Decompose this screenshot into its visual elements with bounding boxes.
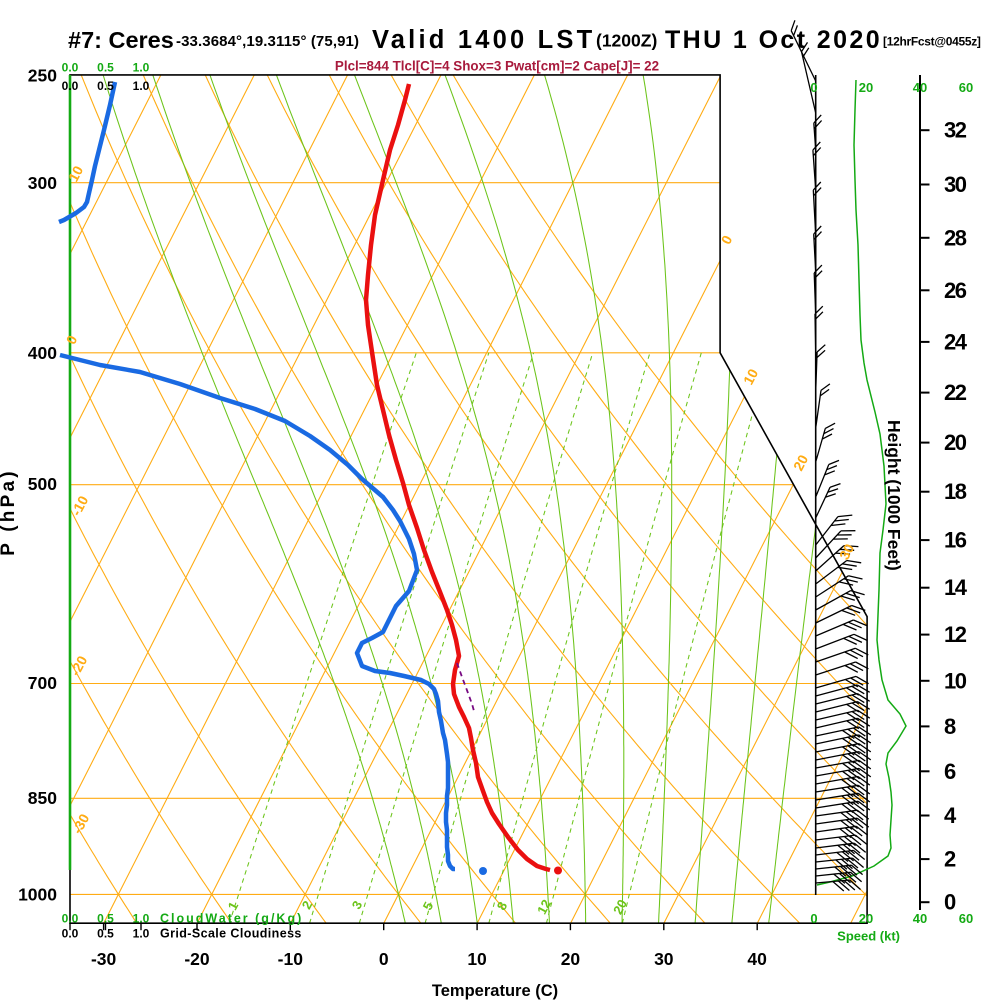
svg-text:10: 10 xyxy=(467,949,487,969)
svg-text:20: 20 xyxy=(944,430,967,455)
svg-text:Grid-Scale Cloudiness: Grid-Scale Cloudiness xyxy=(160,927,302,941)
svg-text:28: 28 xyxy=(944,225,967,250)
svg-text:250: 250 xyxy=(28,66,57,86)
svg-text:0: 0 xyxy=(810,80,817,95)
svg-text:20: 20 xyxy=(859,911,873,926)
svg-text:#7: Ceres: #7: Ceres xyxy=(68,27,174,53)
svg-text:(1200Z): (1200Z) xyxy=(596,31,657,51)
svg-text:0: 0 xyxy=(944,890,956,915)
svg-text:0: 0 xyxy=(379,949,389,969)
svg-text:Valid 1400 LST: Valid 1400 LST xyxy=(372,26,595,54)
svg-text:0.5: 0.5 xyxy=(97,912,114,926)
svg-text:20: 20 xyxy=(610,897,630,917)
svg-text:40: 40 xyxy=(747,949,767,969)
svg-text:14: 14 xyxy=(944,575,968,600)
svg-text:[12hrFcst@0455z]: [12hrFcst@0455z] xyxy=(883,35,981,49)
svg-text:2: 2 xyxy=(944,847,956,872)
svg-text:10: 10 xyxy=(65,163,87,184)
svg-text:1.0: 1.0 xyxy=(133,79,150,93)
svg-text:10: 10 xyxy=(740,366,762,387)
svg-text:40: 40 xyxy=(913,911,927,926)
svg-text:1.0: 1.0 xyxy=(133,912,150,926)
svg-text:-10: -10 xyxy=(278,949,304,969)
svg-text:300: 300 xyxy=(28,173,57,193)
svg-text:40: 40 xyxy=(913,80,927,95)
svg-text:16: 16 xyxy=(944,528,967,553)
svg-text:P (hPa): P (hPa) xyxy=(0,468,19,556)
svg-text:30: 30 xyxy=(654,949,674,969)
svg-text:0.0: 0.0 xyxy=(62,79,79,93)
svg-text:700: 700 xyxy=(28,673,57,693)
svg-text:20: 20 xyxy=(561,949,581,969)
svg-text:Plcl=844 Tlcl[C]=4 Shox=3 Pwat: Plcl=844 Tlcl[C]=4 Shox=3 Pwat[cm]=2 Cap… xyxy=(335,59,659,74)
svg-text:THU 1 Oct 2020: THU 1 Oct 2020 xyxy=(665,26,882,54)
svg-text:30: 30 xyxy=(836,541,858,562)
svg-text:400: 400 xyxy=(28,343,57,363)
svg-text:Speed (kt): Speed (kt) xyxy=(837,929,900,944)
svg-text:26: 26 xyxy=(944,278,967,303)
svg-text:0.0: 0.0 xyxy=(62,61,79,75)
svg-text:500: 500 xyxy=(28,474,57,494)
svg-text:0: 0 xyxy=(810,911,817,926)
svg-text:20: 20 xyxy=(790,452,812,473)
svg-text:6: 6 xyxy=(944,759,956,784)
svg-text:20: 20 xyxy=(859,80,873,95)
svg-text:850: 850 xyxy=(28,788,57,808)
svg-text:10: 10 xyxy=(944,668,967,693)
svg-text:1.0: 1.0 xyxy=(133,61,150,75)
svg-text:CloudWater (g/Kg): CloudWater (g/Kg) xyxy=(160,912,303,926)
svg-text:0.5: 0.5 xyxy=(97,61,114,75)
svg-text:Temperature (C): Temperature (C) xyxy=(432,982,558,1000)
svg-text:18: 18 xyxy=(944,479,967,504)
svg-text:60: 60 xyxy=(959,911,973,926)
svg-text:-30: -30 xyxy=(91,949,117,969)
svg-text:0.5: 0.5 xyxy=(97,927,114,941)
svg-text:-33.3684°,19.3115° (75,91): -33.3684°,19.3115° (75,91) xyxy=(176,33,359,50)
svg-text:0.0: 0.0 xyxy=(62,912,79,926)
svg-text:8: 8 xyxy=(944,714,956,739)
svg-text:-20: -20 xyxy=(184,949,210,969)
svg-text:60: 60 xyxy=(959,80,973,95)
svg-text:22: 22 xyxy=(944,380,967,405)
svg-text:32: 32 xyxy=(944,118,967,143)
svg-text:12: 12 xyxy=(534,897,554,917)
svg-text:1000: 1000 xyxy=(18,885,57,905)
svg-text:0.5: 0.5 xyxy=(97,79,114,93)
svg-text:24: 24 xyxy=(944,329,968,354)
svg-text:12: 12 xyxy=(944,622,967,647)
svg-text:30: 30 xyxy=(944,172,967,197)
svg-text:Height (1000 Feet): Height (1000 Feet) xyxy=(884,420,904,571)
svg-text:1.0: 1.0 xyxy=(133,927,150,941)
svg-text:0.0: 0.0 xyxy=(62,927,79,941)
